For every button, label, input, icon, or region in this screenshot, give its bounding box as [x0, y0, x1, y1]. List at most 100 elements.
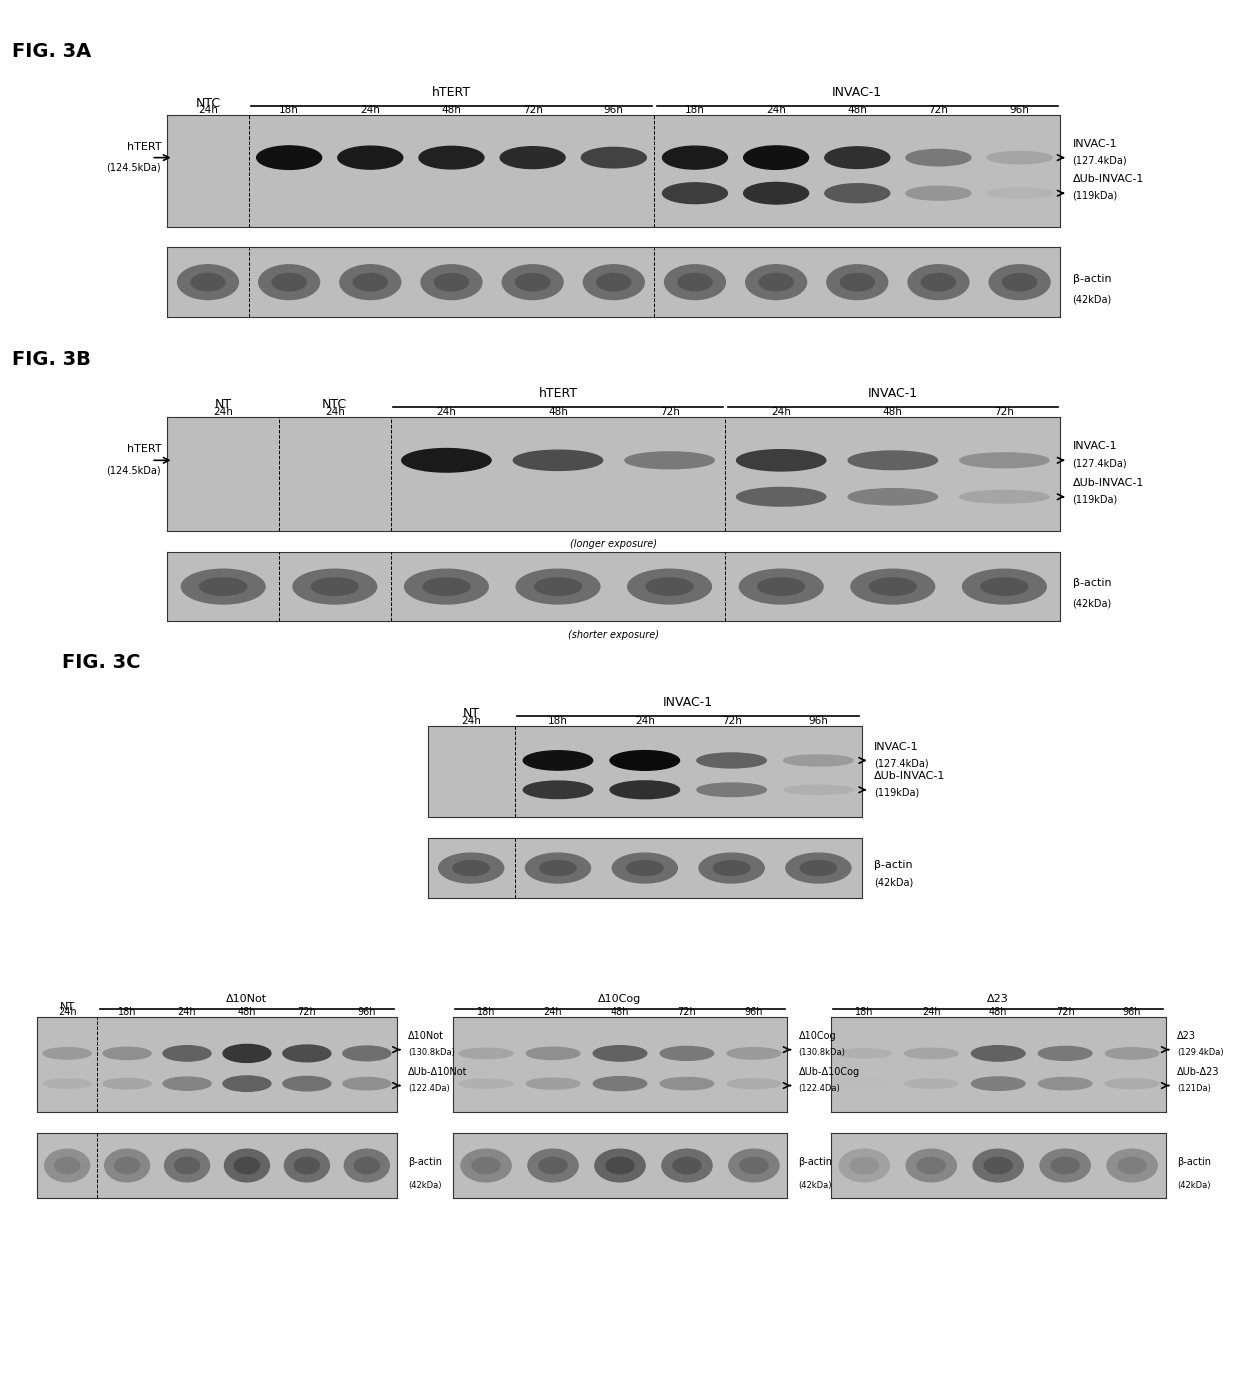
- Ellipse shape: [729, 1150, 779, 1182]
- Ellipse shape: [453, 860, 490, 876]
- Text: 48h: 48h: [548, 407, 568, 417]
- Text: 72h: 72h: [994, 407, 1014, 417]
- Ellipse shape: [699, 853, 764, 883]
- Ellipse shape: [1052, 1158, 1079, 1173]
- Ellipse shape: [841, 274, 874, 291]
- Ellipse shape: [539, 860, 577, 876]
- Ellipse shape: [825, 147, 890, 168]
- Ellipse shape: [869, 578, 916, 595]
- Ellipse shape: [786, 853, 851, 883]
- Text: FIG. 3A: FIG. 3A: [12, 42, 92, 61]
- Text: 96h: 96h: [604, 106, 624, 115]
- Text: 48h: 48h: [847, 106, 867, 115]
- Ellipse shape: [610, 781, 680, 799]
- Ellipse shape: [1038, 1047, 1092, 1061]
- Text: INVAC-1: INVAC-1: [1073, 442, 1117, 452]
- Ellipse shape: [744, 182, 808, 204]
- Ellipse shape: [539, 1158, 567, 1173]
- Ellipse shape: [582, 147, 646, 168]
- Text: 96h: 96h: [1009, 106, 1029, 115]
- Text: 72h: 72h: [523, 106, 543, 115]
- Ellipse shape: [678, 274, 712, 291]
- Text: FIG. 3B: FIG. 3B: [12, 350, 92, 370]
- Ellipse shape: [355, 1158, 379, 1173]
- Text: 48h: 48h: [441, 106, 461, 115]
- Text: FIG. 3C: FIG. 3C: [62, 653, 140, 673]
- Ellipse shape: [595, 1150, 645, 1182]
- Text: 24h: 24h: [543, 1008, 563, 1017]
- Ellipse shape: [784, 785, 853, 794]
- Text: INVAC-1: INVAC-1: [832, 86, 883, 99]
- Text: NT: NT: [60, 1002, 74, 1012]
- Ellipse shape: [526, 853, 590, 883]
- Text: NT: NT: [215, 399, 232, 411]
- Ellipse shape: [419, 146, 484, 170]
- Ellipse shape: [660, 1047, 714, 1061]
- Text: 24h: 24h: [325, 407, 345, 417]
- Ellipse shape: [337, 146, 403, 170]
- Ellipse shape: [918, 1158, 945, 1173]
- Text: 18h: 18h: [118, 1008, 136, 1017]
- Ellipse shape: [459, 1079, 513, 1088]
- Text: 48h: 48h: [611, 1008, 629, 1017]
- Text: (42kDa): (42kDa): [1177, 1180, 1210, 1190]
- Text: INVAC-1: INVAC-1: [663, 696, 713, 709]
- Ellipse shape: [439, 853, 503, 883]
- Ellipse shape: [523, 781, 593, 798]
- Ellipse shape: [744, 146, 808, 170]
- Text: Δ10Not: Δ10Not: [227, 994, 268, 1004]
- Text: 96h: 96h: [745, 1008, 763, 1017]
- Ellipse shape: [513, 450, 603, 470]
- Ellipse shape: [43, 1079, 92, 1088]
- Ellipse shape: [104, 1150, 150, 1182]
- Text: hTERT: hTERT: [126, 445, 161, 455]
- Text: 72h: 72h: [660, 407, 680, 417]
- Ellipse shape: [516, 274, 549, 291]
- Ellipse shape: [103, 1047, 151, 1059]
- Ellipse shape: [665, 264, 725, 300]
- Ellipse shape: [727, 1079, 781, 1088]
- Text: (119kDa): (119kDa): [1073, 495, 1117, 505]
- Ellipse shape: [987, 152, 1052, 164]
- Ellipse shape: [342, 1077, 391, 1090]
- Ellipse shape: [1105, 1079, 1159, 1088]
- Text: (130.8kDa): (130.8kDa): [408, 1048, 455, 1056]
- Ellipse shape: [848, 450, 937, 470]
- Text: 24h: 24h: [461, 716, 481, 726]
- Text: 24h: 24h: [213, 407, 233, 417]
- Ellipse shape: [177, 264, 238, 300]
- Ellipse shape: [593, 1077, 647, 1091]
- Ellipse shape: [284, 1150, 330, 1182]
- Text: ΔUb-Δ10Not: ΔUb-Δ10Not: [408, 1066, 467, 1077]
- Text: 24h: 24h: [58, 1008, 77, 1017]
- Ellipse shape: [985, 1158, 1012, 1173]
- Ellipse shape: [423, 578, 470, 595]
- Ellipse shape: [342, 1047, 391, 1061]
- Text: NT: NT: [463, 708, 480, 720]
- Text: Δ23: Δ23: [1177, 1031, 1195, 1041]
- Text: β-actin: β-actin: [408, 1158, 441, 1168]
- Ellipse shape: [662, 1150, 712, 1182]
- Ellipse shape: [737, 488, 826, 506]
- Ellipse shape: [55, 1158, 79, 1173]
- Text: (129.4kDa): (129.4kDa): [1177, 1048, 1224, 1056]
- Ellipse shape: [283, 1045, 331, 1062]
- Ellipse shape: [673, 1158, 701, 1173]
- Ellipse shape: [745, 264, 806, 300]
- Ellipse shape: [848, 489, 937, 505]
- Text: 96h: 96h: [357, 1008, 376, 1017]
- Ellipse shape: [43, 1048, 92, 1059]
- Ellipse shape: [851, 1158, 878, 1173]
- Text: (124.5kDa): (124.5kDa): [107, 163, 161, 172]
- Ellipse shape: [434, 274, 469, 291]
- Text: Δ10Cog: Δ10Cog: [599, 994, 641, 1004]
- Text: 72h: 72h: [298, 1008, 316, 1017]
- Text: 24h: 24h: [766, 106, 786, 115]
- Text: (42kDa): (42kDa): [1073, 295, 1112, 304]
- Ellipse shape: [404, 570, 489, 603]
- Text: NTC: NTC: [196, 97, 221, 110]
- Ellipse shape: [223, 1076, 270, 1091]
- Ellipse shape: [528, 1150, 578, 1182]
- Ellipse shape: [904, 1048, 959, 1059]
- Ellipse shape: [516, 570, 600, 603]
